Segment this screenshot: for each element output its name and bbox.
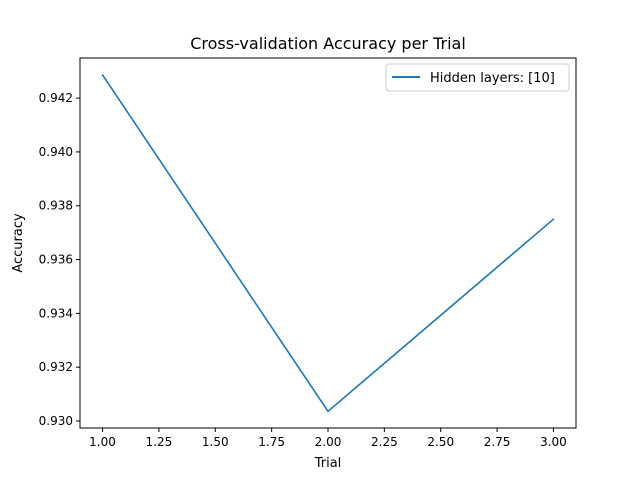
series-layer: [101, 74, 555, 413]
data-point: [101, 74, 104, 76]
chart-title: Cross-validation Accuracy per Trial: [190, 34, 466, 53]
x-tick-label: 2.00: [315, 435, 342, 449]
x-tick-label: 1.75: [258, 435, 285, 449]
y-axis-label: Accuracy: [11, 213, 26, 273]
plot-frame: [79, 57, 577, 429]
x-tick-label: 3.00: [540, 435, 567, 449]
x-tick-label: 2.25: [371, 435, 398, 449]
x-tick-label: 1.00: [89, 435, 116, 449]
x-axis-label: Trial: [314, 456, 342, 471]
y-axis: 0.930 0.932 0.934 0.936 0.938 0.940 0.942: [39, 91, 80, 428]
y-tick-label: 0.938: [39, 199, 73, 213]
y-tick-label: 0.942: [39, 91, 73, 105]
legend-box: [385, 63, 570, 92]
x-tick-label: 2.50: [427, 435, 454, 449]
legend-label: Hidden layers: [10]: [430, 71, 555, 86]
x-tick-label: 2.75: [484, 435, 511, 449]
plot-area: [80, 58, 576, 428]
y-tick-label: 0.940: [39, 145, 73, 159]
legend: Hidden layers: [10]: [385, 63, 570, 92]
y-tick-label: 0.932: [39, 360, 73, 374]
data-point: [327, 410, 329, 413]
y-tick-label: 0.936: [39, 253, 73, 267]
x-tick-label: 1.50: [202, 435, 229, 449]
x-tick-label: 1.25: [146, 435, 173, 449]
data-point: [552, 218, 555, 220]
y-tick-label: 0.934: [39, 306, 73, 320]
y-tick-label: 0.930: [39, 414, 73, 428]
x-axis: 1.00 1.25 1.50 1.75 2.00 2.25 2.50 2.75 3.00: [89, 428, 567, 449]
